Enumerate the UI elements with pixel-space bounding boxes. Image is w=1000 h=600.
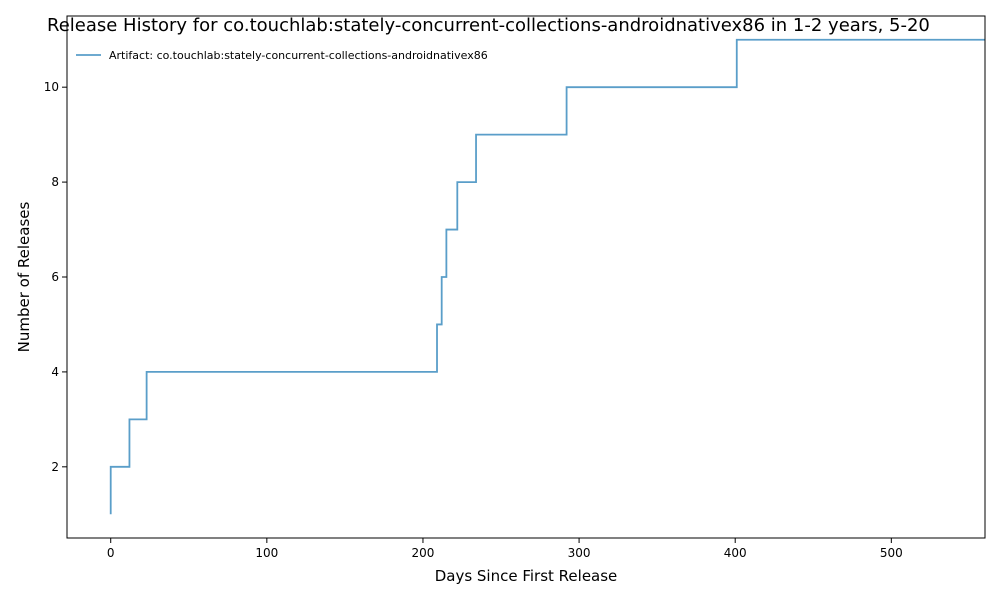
- x-tick-label-1: 100: [255, 546, 278, 560]
- y-tick-label-1: 4: [51, 365, 59, 379]
- plot-frame: [66, 15, 986, 539]
- series-line-0: [109, 38, 985, 515]
- y-tick-label-0: 2: [51, 460, 59, 474]
- x-axis-label: Days Since First Release: [435, 567, 618, 585]
- x-axis: 0 100 200 300 400 500: [107, 538, 903, 560]
- x-tick-label-5: 500: [880, 546, 903, 560]
- legend: Artifact: co.touchlab:stately-concurrent…: [76, 49, 488, 62]
- plot-area: [109, 38, 985, 515]
- y-axis: 2 4 6 8 10: [44, 80, 67, 474]
- legend-entry: Artifact: co.touchlab:stately-concurrent…: [109, 49, 488, 62]
- x-tick-label-0: 0: [107, 546, 115, 560]
- x-tick-label-2: 200: [412, 546, 435, 560]
- y-axis-label: Number of Releases: [15, 201, 33, 352]
- y-tick-label-2: 6: [51, 270, 59, 284]
- y-tick-label-3: 8: [51, 175, 59, 189]
- y-tick-label-4: 10: [44, 80, 59, 94]
- x-tick-label-4: 400: [724, 546, 747, 560]
- x-tick-label-3: 300: [568, 546, 591, 560]
- chart-title: Release History for co.touchlab:stately-…: [47, 15, 930, 36]
